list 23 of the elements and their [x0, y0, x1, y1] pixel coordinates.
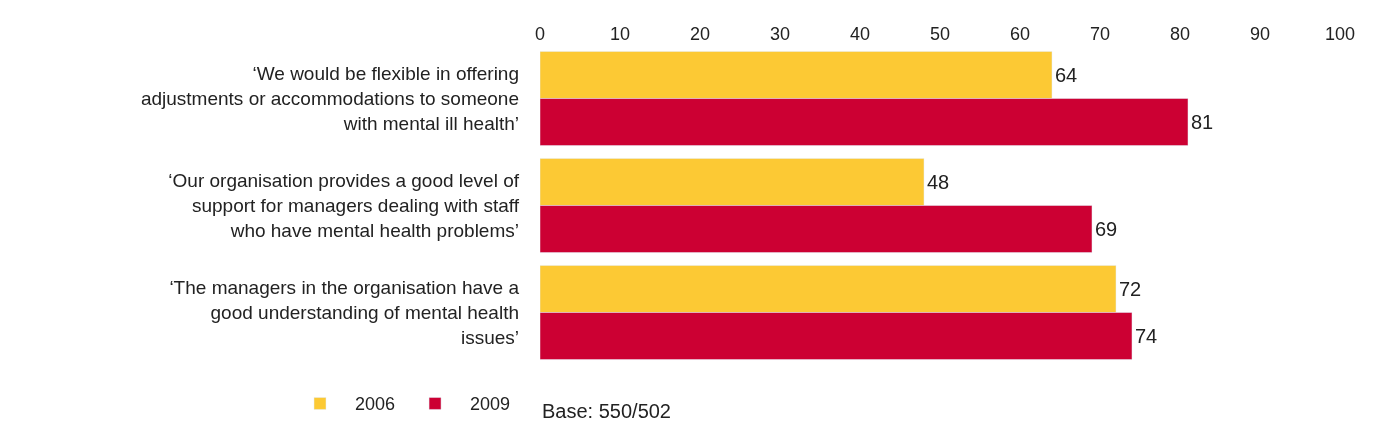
data-label: 64 — [1055, 63, 1078, 86]
y-tick-label: ‘We would be flexible in offering adjustments or accommodations to someone with mental ill health’ — [140, 63, 519, 134]
x-tick-label: 80 — [1169, 24, 1191, 45]
x-tick-label: 0 — [534, 24, 546, 45]
y-tick-label: ‘Our organisation provides a good level of support for managers dealing with staff who have mental health problems’ — [168, 170, 520, 241]
text: Base: 550/502 — [542, 400, 671, 422]
x-tick-label: 60 — [1009, 24, 1031, 45]
x-tick-label: 30 — [769, 24, 791, 45]
x-tick-label: 100 — [1324, 24, 1356, 45]
x-tick-label: 70 — [1089, 24, 1111, 45]
data-label: 74 — [1135, 325, 1158, 348]
data-label: 72 — [1119, 277, 1142, 300]
legend-label: 2009 — [470, 394, 511, 415]
data-label: 48 — [927, 170, 950, 193]
x-tick-label: 40 — [849, 24, 871, 45]
data-label: 81 — [1191, 111, 1214, 134]
legend-label: 2006 — [355, 394, 396, 415]
x-tick-label: 10 — [609, 24, 631, 45]
x-tick-label: 90 — [1249, 24, 1271, 45]
data-label: 69 — [1095, 218, 1118, 241]
x-tick-label: 50 — [929, 24, 951, 45]
x-tick-label: 20 — [689, 24, 711, 45]
y-tick-label: ‘The managers in the organisation have a good understanding of mental health issues’ — [169, 277, 520, 348]
